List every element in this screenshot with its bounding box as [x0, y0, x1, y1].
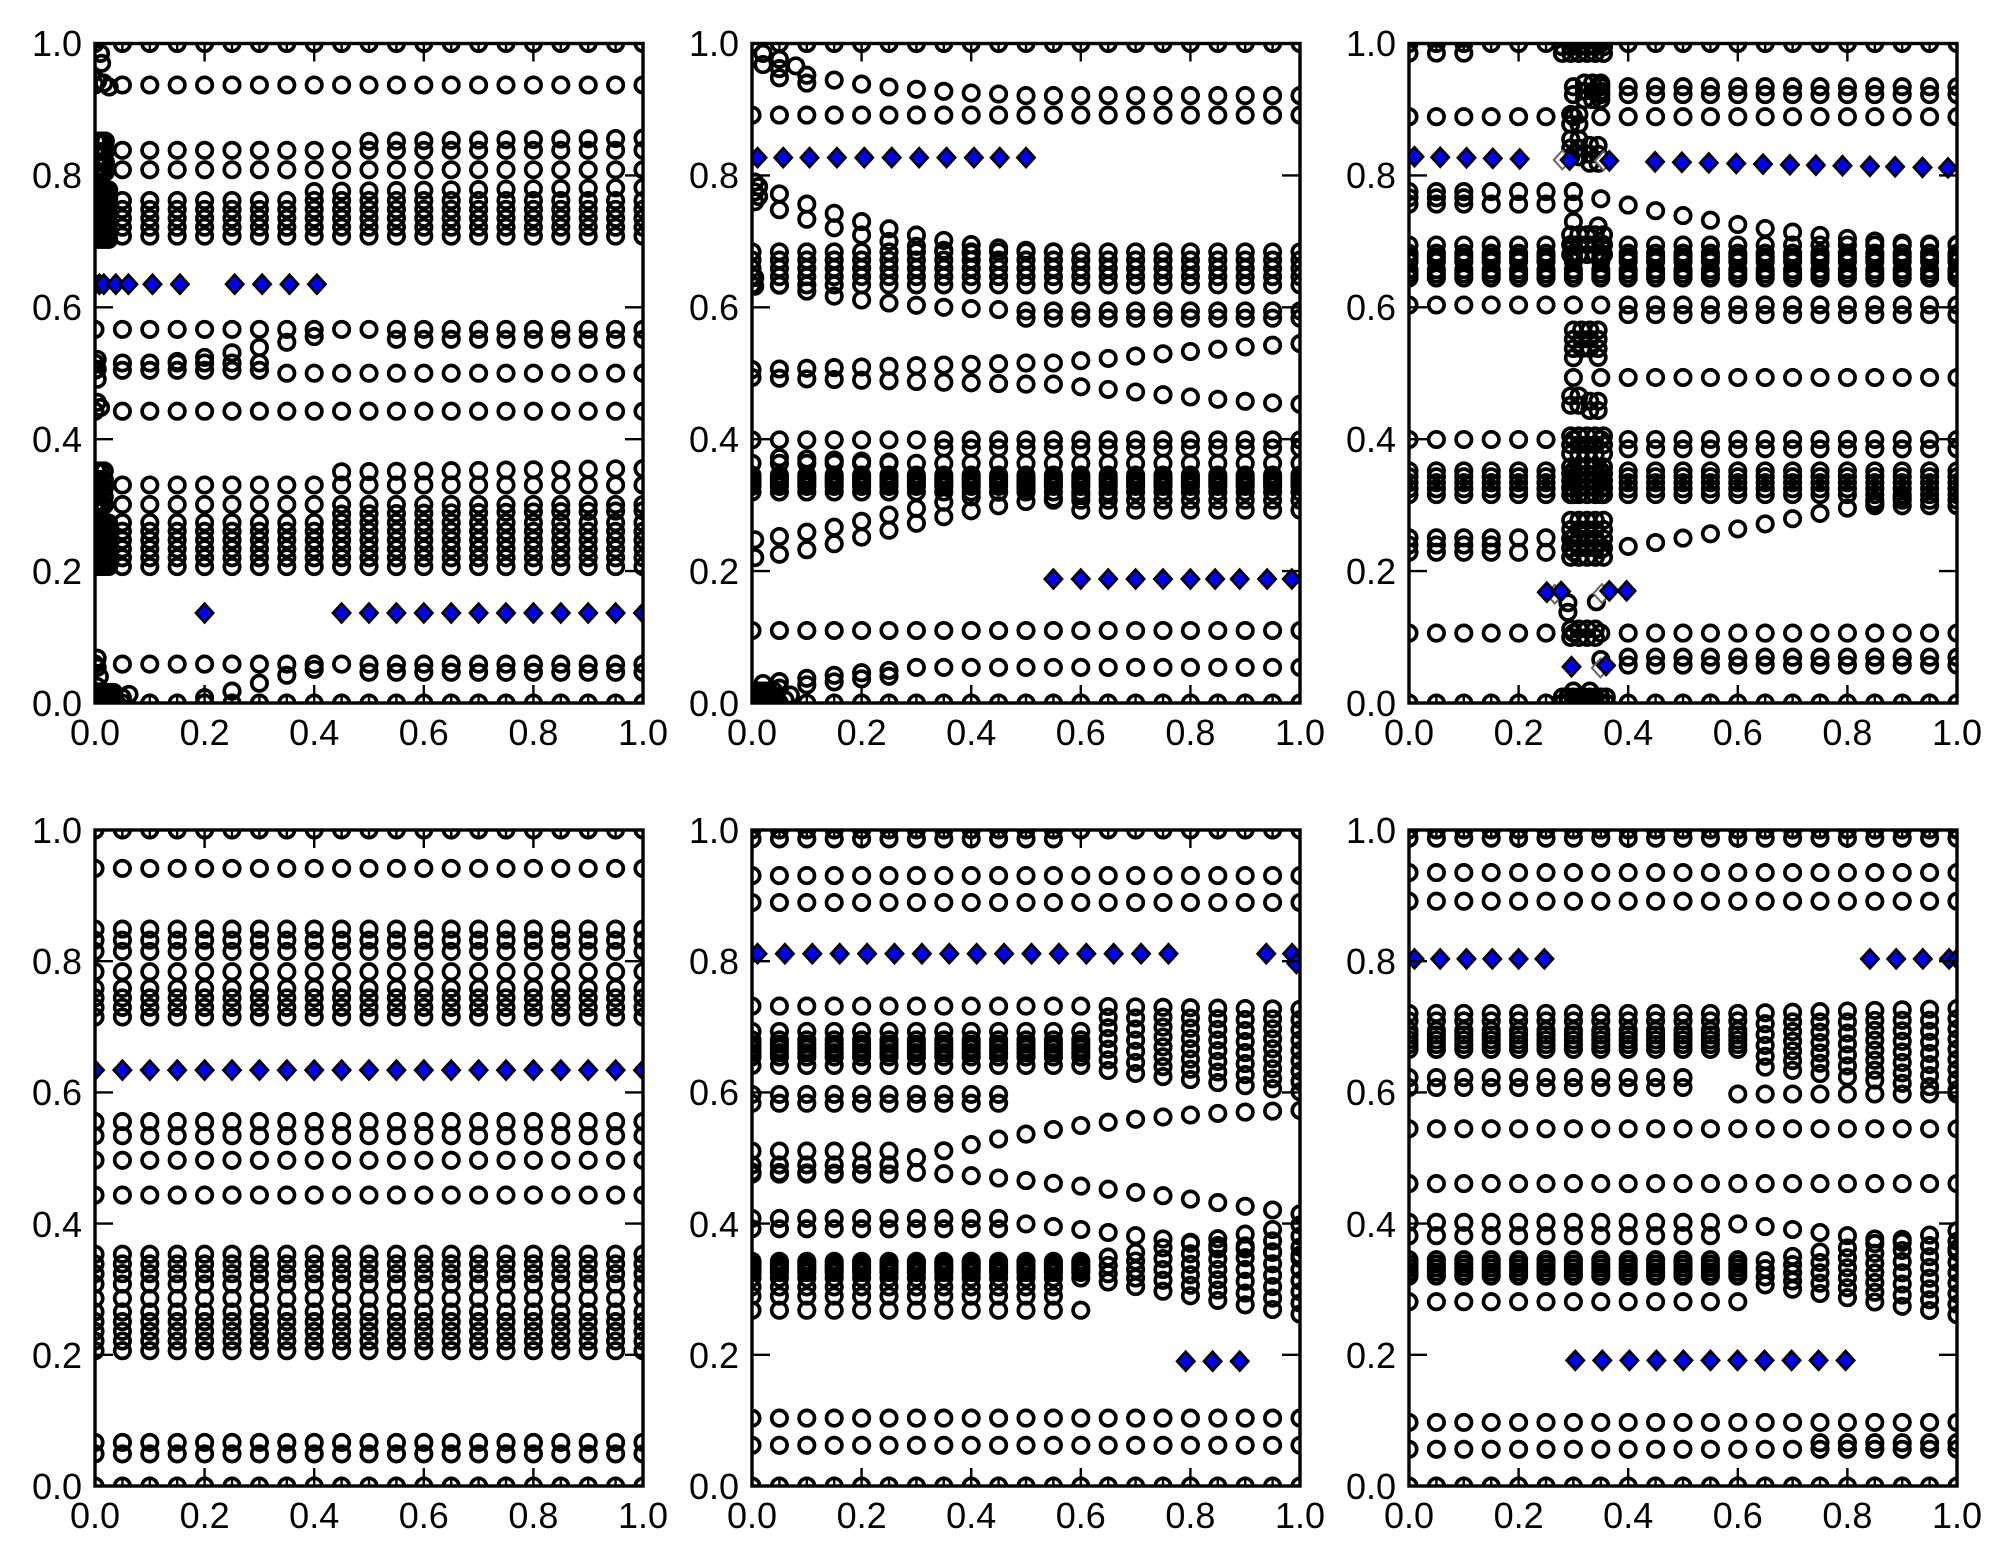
svg-text:1.0: 1.0 — [32, 810, 82, 851]
svg-text:0.0: 0.0 — [32, 683, 82, 724]
svg-text:0.8: 0.8 — [32, 155, 82, 196]
svg-text:0.2: 0.2 — [32, 1335, 82, 1376]
svg-text:0.0: 0.0 — [689, 683, 739, 724]
svg-text:0.2: 0.2 — [689, 551, 739, 592]
svg-text:0.0: 0.0 — [32, 1466, 82, 1507]
svg-text:1.0: 1.0 — [1275, 1495, 1325, 1536]
svg-text:0.0: 0.0 — [727, 712, 777, 753]
svg-text:0.6: 0.6 — [689, 287, 739, 328]
svg-text:0.0: 0.0 — [1346, 1466, 1396, 1507]
svg-text:0.4: 0.4 — [946, 712, 996, 753]
svg-text:0.8: 0.8 — [1165, 1495, 1215, 1536]
svg-text:1.0: 1.0 — [1275, 712, 1325, 753]
svg-text:0.8: 0.8 — [689, 941, 739, 982]
svg-text:0.4: 0.4 — [1346, 419, 1396, 460]
svg-text:0.8: 0.8 — [1346, 941, 1396, 982]
svg-text:0.4: 0.4 — [1603, 712, 1653, 753]
svg-text:1.0: 1.0 — [1932, 712, 1982, 753]
svg-text:0.8: 0.8 — [1822, 712, 1872, 753]
svg-text:0.4: 0.4 — [32, 1204, 82, 1245]
svg-text:1.0: 1.0 — [1346, 810, 1396, 851]
svg-text:0.4: 0.4 — [289, 1495, 339, 1536]
svg-text:0.2: 0.2 — [1346, 1335, 1396, 1376]
svg-text:0.0: 0.0 — [689, 1466, 739, 1507]
svg-text:0.6: 0.6 — [32, 287, 82, 328]
svg-text:0.4: 0.4 — [689, 419, 739, 460]
svg-text:0.2: 0.2 — [180, 712, 230, 753]
svg-text:0.2: 0.2 — [837, 712, 887, 753]
svg-text:0.2: 0.2 — [1494, 1495, 1544, 1536]
svg-text:0.4: 0.4 — [289, 712, 339, 753]
svg-text:0.0: 0.0 — [1384, 712, 1434, 753]
svg-text:0.2: 0.2 — [1346, 551, 1396, 592]
svg-text:0.8: 0.8 — [1346, 155, 1396, 196]
svg-text:0.8: 0.8 — [508, 712, 558, 753]
svg-text:0.8: 0.8 — [1165, 712, 1215, 753]
svg-text:0.0: 0.0 — [727, 1495, 777, 1536]
svg-text:0.0: 0.0 — [1346, 683, 1396, 724]
svg-text:0.6: 0.6 — [1346, 287, 1396, 328]
svg-text:1.0: 1.0 — [618, 1495, 668, 1536]
svg-text:1.0: 1.0 — [32, 23, 82, 64]
svg-text:0.8: 0.8 — [508, 1495, 558, 1536]
svg-text:0.4: 0.4 — [32, 419, 82, 460]
svg-text:0.2: 0.2 — [837, 1495, 887, 1536]
svg-text:0.2: 0.2 — [32, 551, 82, 592]
svg-text:1.0: 1.0 — [689, 810, 739, 851]
svg-text:1.0: 1.0 — [1346, 23, 1396, 64]
svg-text:0.4: 0.4 — [946, 1495, 996, 1536]
svg-text:0.6: 0.6 — [1056, 712, 1106, 753]
svg-text:0.2: 0.2 — [689, 1335, 739, 1376]
svg-text:0.0: 0.0 — [70, 712, 120, 753]
svg-text:0.6: 0.6 — [32, 1072, 82, 1113]
svg-text:0.6: 0.6 — [399, 1495, 449, 1536]
svg-text:0.4: 0.4 — [1603, 1495, 1653, 1536]
svg-text:0.8: 0.8 — [689, 155, 739, 196]
svg-text:0.6: 0.6 — [1713, 712, 1763, 753]
svg-text:0.8: 0.8 — [1822, 1495, 1872, 1536]
svg-text:0.2: 0.2 — [180, 1495, 230, 1536]
svg-text:1.0: 1.0 — [689, 23, 739, 64]
svg-text:0.4: 0.4 — [1346, 1204, 1396, 1245]
svg-text:0.6: 0.6 — [399, 712, 449, 753]
svg-text:0.4: 0.4 — [689, 1204, 739, 1245]
svg-text:0.0: 0.0 — [70, 1495, 120, 1536]
svg-text:0.6: 0.6 — [1056, 1495, 1106, 1536]
svg-text:0.0: 0.0 — [1384, 1495, 1434, 1536]
svg-text:0.8: 0.8 — [32, 941, 82, 982]
svg-text:0.6: 0.6 — [689, 1072, 739, 1113]
svg-text:1.0: 1.0 — [618, 712, 668, 753]
svg-text:0.6: 0.6 — [1346, 1072, 1396, 1113]
svg-text:0.2: 0.2 — [1494, 712, 1544, 753]
svg-text:0.6: 0.6 — [1713, 1495, 1763, 1536]
svg-text:1.0: 1.0 — [1932, 1495, 1982, 1536]
